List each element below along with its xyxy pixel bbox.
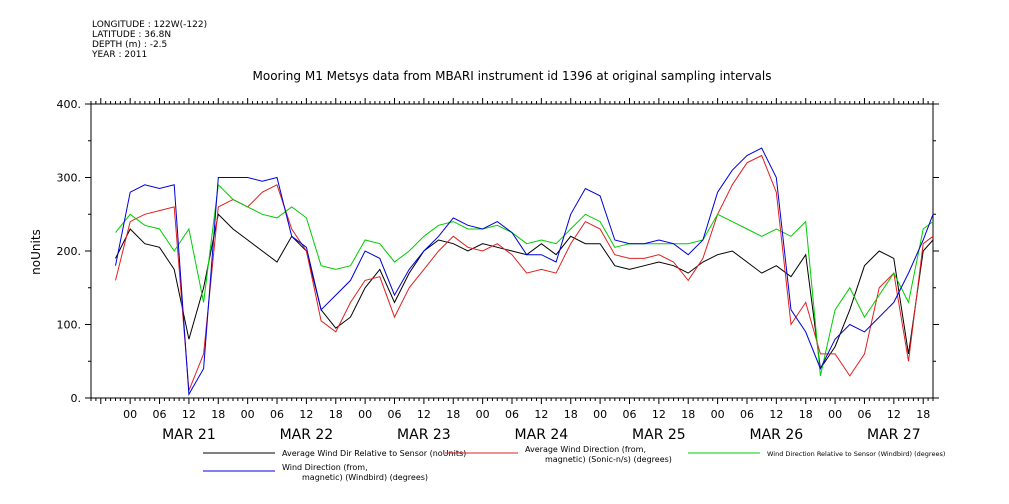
x-hour-label: 18	[564, 408, 578, 421]
legend: Average Wind Dir Relative to Sensor (noU…	[203, 445, 945, 482]
y-tick-label: 300.	[57, 172, 82, 185]
x-hour-label: 12	[299, 408, 313, 421]
x-hour-label: 06	[622, 408, 636, 421]
x-hour-label: 00	[593, 408, 607, 421]
x-hour-label: 12	[652, 408, 666, 421]
x-day-label: MAR 24	[515, 427, 569, 443]
x-hour-label: 12	[417, 408, 431, 421]
y-axis: 0. 100. 200. 300. 400.	[57, 98, 939, 405]
series-line-2	[115, 154, 934, 391]
x-hour-label: 00	[711, 408, 725, 421]
legend-label: Average Wind Dir Relative to Sensor (noU…	[282, 449, 466, 458]
series-group	[115, 147, 934, 396]
series-line-4	[115, 147, 934, 396]
x-hour-label: 00	[241, 408, 255, 421]
legend-label-line2: magnetic) (Sonic-n/s) (degrees)	[545, 455, 672, 464]
x-hour-label: 00	[358, 408, 372, 421]
legend-label: Wind Direction (from,	[282, 463, 368, 472]
x-hour-label: 06	[857, 408, 871, 421]
x-hour-label: 18	[211, 408, 225, 421]
x-day-label: MAR 25	[632, 427, 686, 443]
x-hour-label: 06	[270, 408, 284, 421]
x-hour-label: 12	[534, 408, 548, 421]
depth-text: DEPTH (m) : -2.5	[92, 40, 168, 50]
x-day-label: MAR 22	[280, 427, 334, 443]
metadata-block: LONGITUDE : 122W(-122) LATITUDE : 36.8N …	[92, 20, 207, 60]
x-day-label: MAR 23	[397, 427, 451, 443]
x-hour-label: 18	[681, 408, 695, 421]
series-line-3	[115, 183, 934, 377]
x-hour-label: 12	[182, 408, 196, 421]
year-text: YEAR : 2011	[92, 50, 148, 60]
x-hour-label: 12	[769, 408, 783, 421]
y-tick-label: 0.	[71, 392, 82, 405]
series-line-1	[115, 213, 934, 370]
legend-label: Average Wind Direction (from,	[525, 445, 646, 454]
x-day-label: MAR 27	[867, 427, 921, 443]
legend-label: Wind Direction Relative to Sensor (Windb…	[767, 450, 945, 458]
x-hour-label: 00	[828, 408, 842, 421]
latitude-text: LATITUDE : 36.8N	[92, 30, 172, 40]
y-axis-label: noUnits	[29, 229, 43, 275]
y-tick-label: 200.	[57, 245, 82, 258]
x-hour-label: 12	[887, 408, 901, 421]
legend-label-line2: magnetic) (Windbird) (degrees)	[302, 473, 428, 482]
y-tick-label: 100.	[57, 319, 82, 332]
x-hour-label: 00	[476, 408, 490, 421]
x-hour-label: 06	[388, 408, 402, 421]
x-day-label: MAR 21	[162, 427, 216, 443]
chart-title: Mooring M1 Metsys data from MBARI instru…	[253, 69, 772, 83]
x-hour-label: 06	[740, 408, 754, 421]
x-hour-label: 00	[123, 408, 137, 421]
x-day-label: MAR 26	[750, 427, 804, 443]
x-hour-label: 18	[446, 408, 460, 421]
x-hour-label: 18	[329, 408, 343, 421]
x-axis: 00 06 12 18 00 06 12 18 00 06 12 18 00 06 12 18 00 06 12 18…	[90, 98, 934, 443]
x-hour-label: 06	[505, 408, 519, 421]
longitude-text: LONGITUDE : 122W(-122)	[92, 20, 208, 30]
x-hour-label: 18	[916, 408, 930, 421]
x-hour-label: 18	[799, 408, 813, 421]
x-hour-label: 06	[153, 408, 167, 421]
y-tick-label: 400.	[57, 98, 82, 111]
